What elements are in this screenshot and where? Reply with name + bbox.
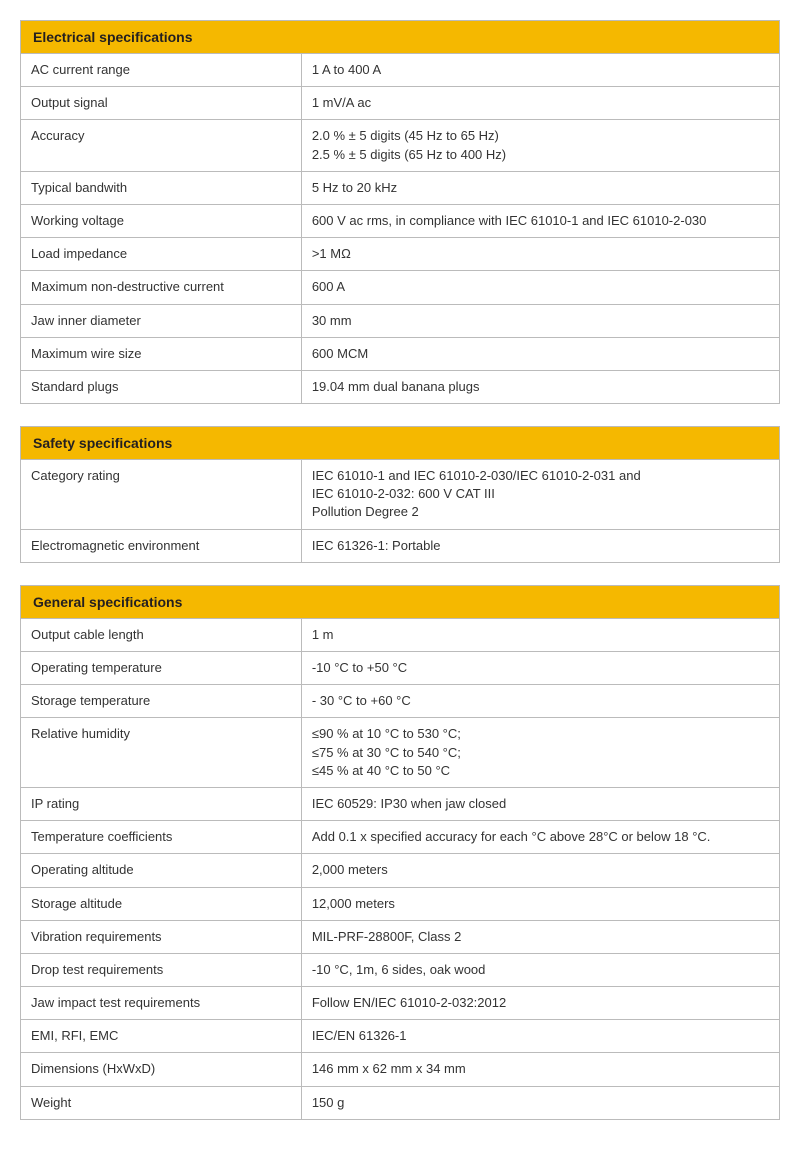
table-header: Safety specifications [21,427,780,460]
spec-value: Add 0.1 x specified accuracy for each °C… [301,821,779,854]
spec-value: ≤90 % at 10 °C to 530 °C;≤75 % at 30 °C … [301,718,779,788]
spec-value: IEC 60529: IP30 when jaw closed [301,787,779,820]
table-row: Accuracy2.0 % ± 5 digits (45 Hz to 65 Hz… [21,120,780,171]
spec-label: Relative humidity [21,718,302,788]
spec-label: Temperature coefficients [21,821,302,854]
spec-value: 30 mm [301,304,779,337]
spec-label: Vibration requirements [21,920,302,953]
table-row: Storage temperature- 30 °C to +60 °C [21,685,780,718]
table-row: Storage altitude12,000 meters [21,887,780,920]
spec-value: 2,000 meters [301,854,779,887]
table-row: Drop test requirements-10 °C, 1m, 6 side… [21,953,780,986]
spec-value: 1 mV/A ac [301,87,779,120]
spec-value: - 30 °C to +60 °C [301,685,779,718]
spec-label: Maximum wire size [21,337,302,370]
spec-label: IP rating [21,787,302,820]
spec-value: -10 °C, 1m, 6 sides, oak wood [301,953,779,986]
table-row: Operating temperature-10 °C to +50 °C [21,652,780,685]
table-row: Weight150 g [21,1086,780,1119]
spec-value: 600 V ac rms, in compliance with IEC 610… [301,204,779,237]
table-row: AC current range1 A to 400 A [21,54,780,87]
table-row: Jaw inner diameter30 mm [21,304,780,337]
spec-label: Category rating [21,460,302,530]
spec-label: Maximum non-destructive current [21,271,302,304]
spec-label: Output cable length [21,618,302,651]
spec-label: Operating temperature [21,652,302,685]
table-row: Load impedance>1 MΩ [21,238,780,271]
spec-label: Drop test requirements [21,953,302,986]
table-row: Dimensions (HxWxD)146 mm x 62 mm x 34 mm [21,1053,780,1086]
spec-label: Jaw inner diameter [21,304,302,337]
spec-label: Typical bandwith [21,171,302,204]
spec-value: 19.04 mm dual banana plugs [301,370,779,403]
spec-value: >1 MΩ [301,238,779,271]
spec-label: Output signal [21,87,302,120]
spec-value: 146 mm x 62 mm x 34 mm [301,1053,779,1086]
spec-value: 2.0 % ± 5 digits (45 Hz to 65 Hz)2.5 % ±… [301,120,779,171]
spec-table: Electrical specificationsAC current rang… [20,20,780,404]
table-row: Maximum non-destructive current600 A [21,271,780,304]
spec-label: Working voltage [21,204,302,237]
table-row: Temperature coefficientsAdd 0.1 x specif… [21,821,780,854]
table-row: Output signal1 mV/A ac [21,87,780,120]
spec-label: EMI, RFI, EMC [21,1020,302,1053]
spec-value: 1 m [301,618,779,651]
spec-label: Accuracy [21,120,302,171]
spec-tables-container: Electrical specificationsAC current rang… [20,20,780,1120]
spec-label: Storage temperature [21,685,302,718]
spec-label: Weight [21,1086,302,1119]
table-row: EMI, RFI, EMCIEC/EN 61326-1 [21,1020,780,1053]
spec-label: Standard plugs [21,370,302,403]
spec-value: MIL-PRF-28800F, Class 2 [301,920,779,953]
spec-value: Follow EN/IEC 61010-2-032:2012 [301,987,779,1020]
spec-value: 600 MCM [301,337,779,370]
spec-label: Load impedance [21,238,302,271]
spec-label: Jaw impact test requirements [21,987,302,1020]
spec-value: 1 A to 400 A [301,54,779,87]
spec-value: 12,000 meters [301,887,779,920]
table-row: Output cable length1 m [21,618,780,651]
table-row: Maximum wire size600 MCM [21,337,780,370]
table-row: Category ratingIEC 61010-1 and IEC 61010… [21,460,780,530]
spec-label: Operating altitude [21,854,302,887]
spec-value: 5 Hz to 20 kHz [301,171,779,204]
table-row: Standard plugs19.04 mm dual banana plugs [21,370,780,403]
spec-label: Dimensions (HxWxD) [21,1053,302,1086]
spec-value: 150 g [301,1086,779,1119]
spec-table: Safety specificationsCategory ratingIEC … [20,426,780,563]
table-row: Operating altitude2,000 meters [21,854,780,887]
spec-value: 600 A [301,271,779,304]
table-header: General specifications [21,585,780,618]
table-row: Vibration requirementsMIL-PRF-28800F, Cl… [21,920,780,953]
spec-table: General specificationsOutput cable lengt… [20,585,780,1120]
spec-value: IEC 61326-1: Portable [301,529,779,562]
table-row: Electromagnetic environmentIEC 61326-1: … [21,529,780,562]
spec-label: Electromagnetic environment [21,529,302,562]
table-header: Electrical specifications [21,21,780,54]
table-row: Typical bandwith5 Hz to 20 kHz [21,171,780,204]
spec-value: -10 °C to +50 °C [301,652,779,685]
table-row: Relative humidity≤90 % at 10 °C to 530 °… [21,718,780,788]
spec-value: IEC/EN 61326-1 [301,1020,779,1053]
table-row: Jaw impact test requirementsFollow EN/IE… [21,987,780,1020]
table-row: IP ratingIEC 60529: IP30 when jaw closed [21,787,780,820]
table-row: Working voltage600 V ac rms, in complian… [21,204,780,237]
spec-label: AC current range [21,54,302,87]
spec-value: IEC 61010-1 and IEC 61010-2-030/IEC 6101… [301,460,779,530]
spec-label: Storage altitude [21,887,302,920]
